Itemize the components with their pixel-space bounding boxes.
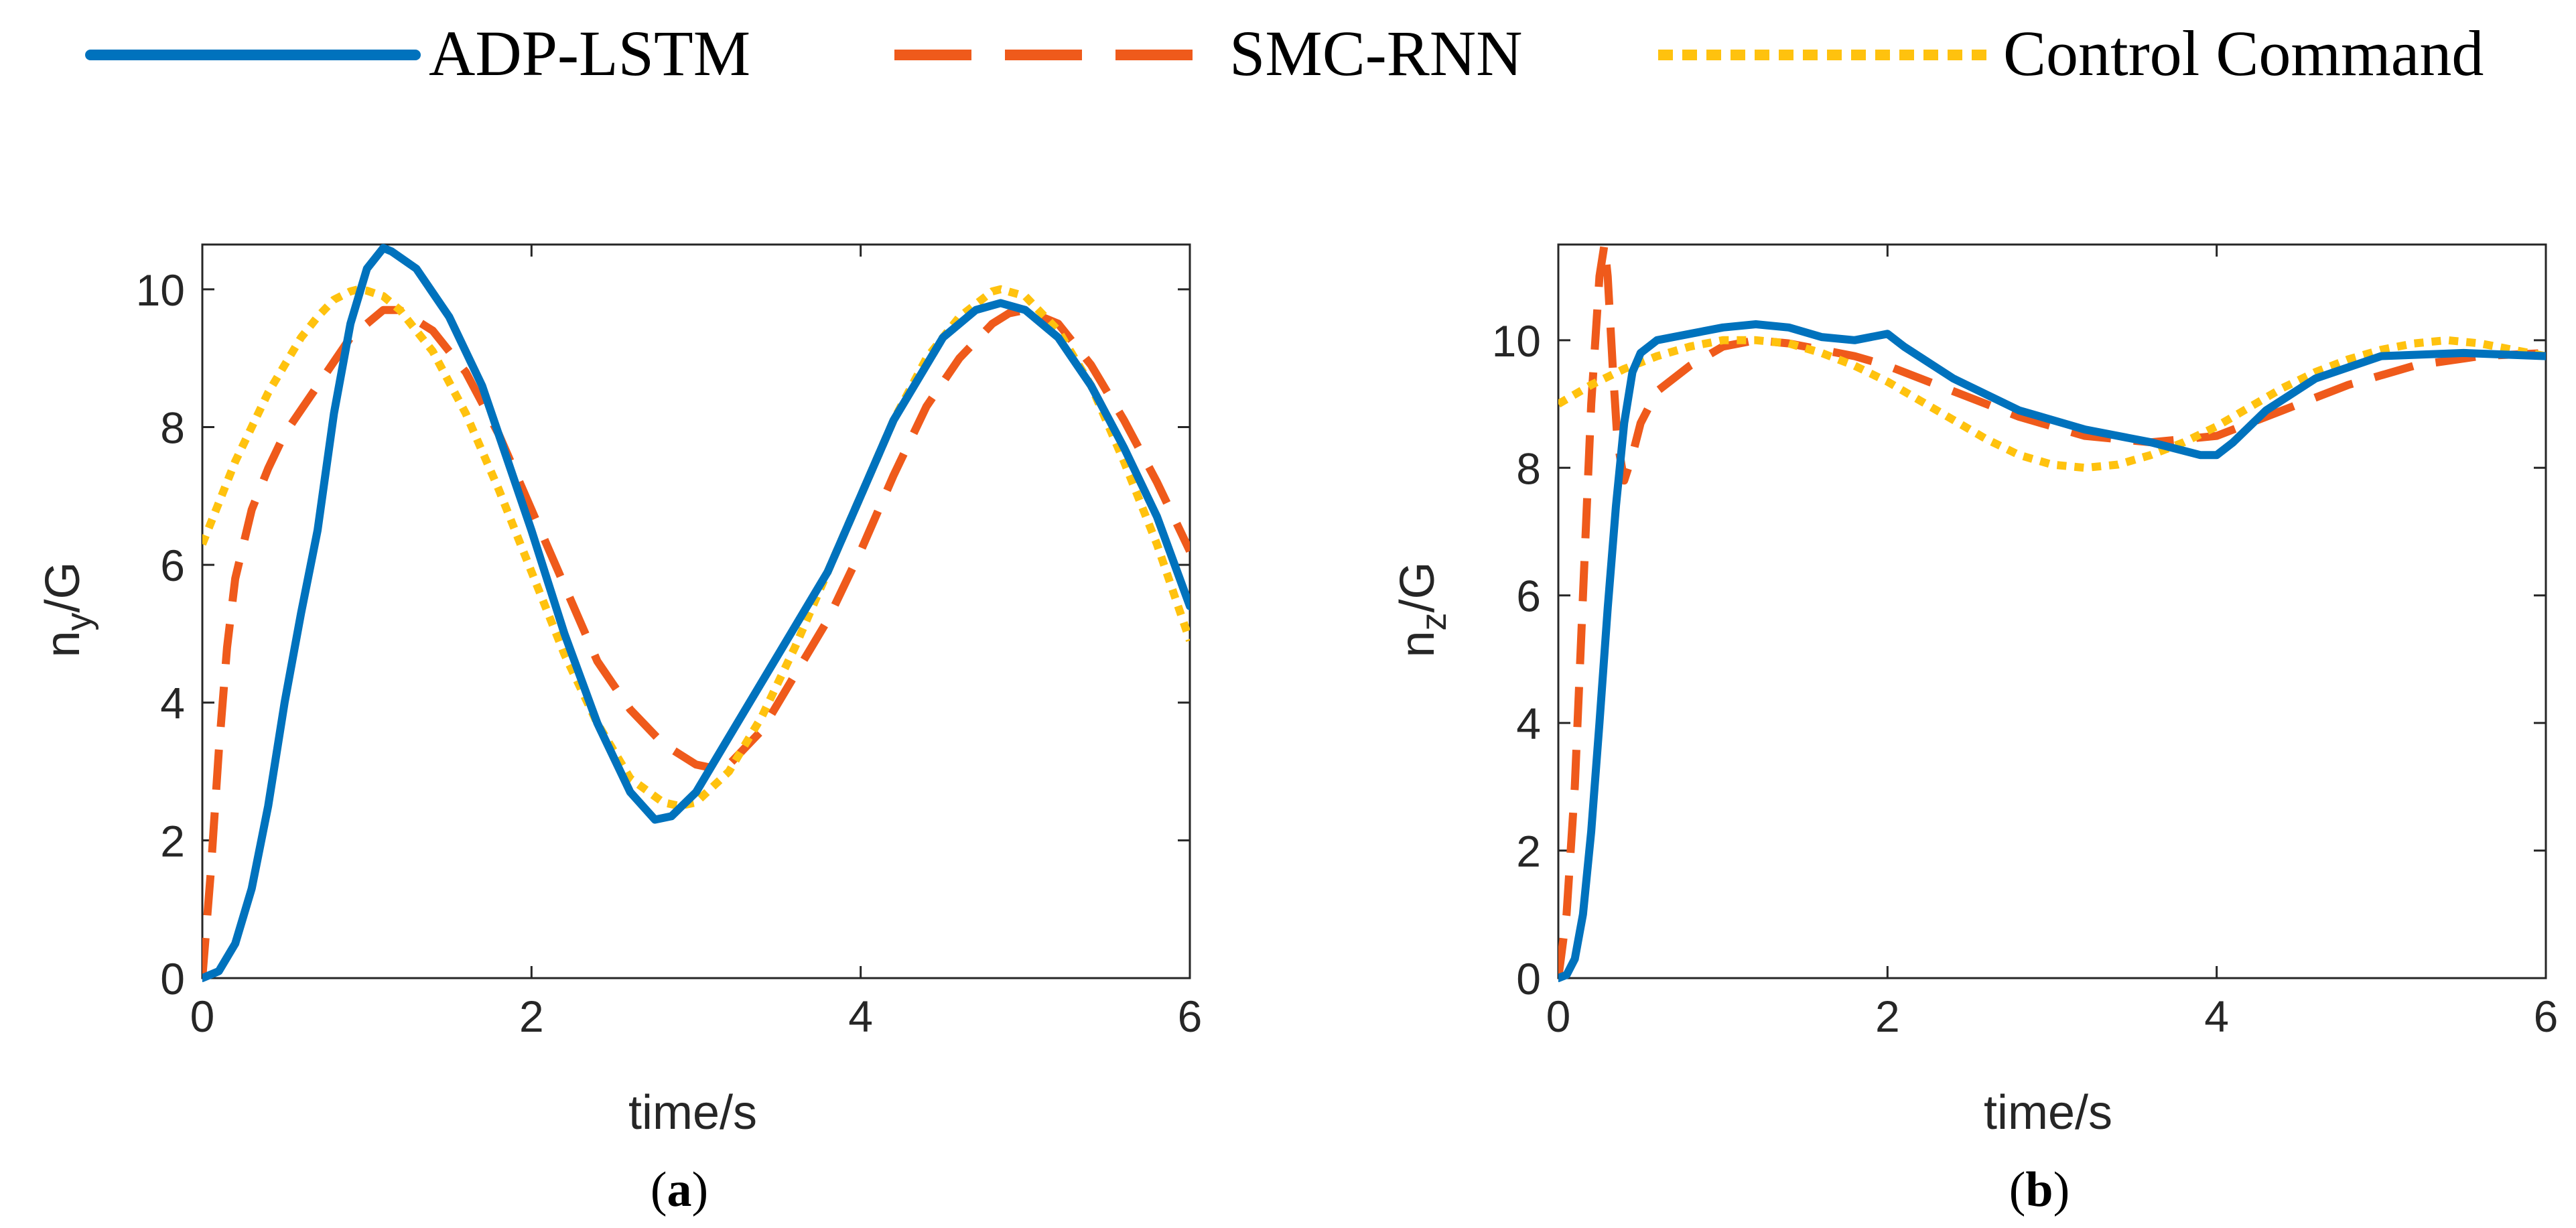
series-layer-a bbox=[202, 244, 1190, 982]
x-tick-label-b-6: 6 bbox=[2534, 992, 2559, 1041]
legend-label-smc-rnn: SMC-RNN bbox=[1229, 17, 1522, 89]
panel-label-b-open: ( bbox=[2009, 1162, 2026, 1217]
chart-panel-a: 0 2 4 6 0 2 4 6 8 10 time/s ny/G (a) bbox=[36, 243, 1203, 1217]
y-axis-label-a: ny/G bbox=[36, 561, 99, 657]
y-tick-label-b-0: 0 bbox=[1516, 954, 1541, 1004]
series-line-b-adp-lstm bbox=[1558, 320, 2546, 982]
panel-label-a-open: ( bbox=[651, 1162, 667, 1217]
x-tick-label-a-4: 4 bbox=[848, 992, 873, 1041]
plot-frame-b bbox=[1557, 243, 2547, 979]
y-axis-label-a-rest: /G bbox=[36, 561, 90, 612]
series-line-b-control-command bbox=[1558, 336, 2546, 472]
series-line-a-smc-rnn bbox=[202, 305, 1190, 979]
y-axis-label-a-base: n bbox=[36, 630, 90, 657]
axes-a: 0 2 4 6 0 2 4 6 8 10 bbox=[136, 243, 1203, 1041]
x-tick-label-b-2: 2 bbox=[1875, 992, 1900, 1041]
panel-label-a-close: ) bbox=[692, 1162, 709, 1217]
chart-panel-b: 0 2 4 6 0 2 4 6 8 10 time/s nz/G (b) bbox=[1391, 241, 2559, 1217]
plot-frame-a bbox=[201, 243, 1191, 979]
x-axis-label-a: time/s bbox=[628, 1086, 757, 1140]
legend: ADP-LSTM SMC-RNN Control Command bbox=[85, 17, 2484, 89]
y-tick-label-b-8: 8 bbox=[1516, 444, 1541, 493]
y-tick-label-a-8: 8 bbox=[160, 403, 185, 452]
series-line-a-control-command bbox=[202, 285, 1190, 810]
panel-label-a: (a) bbox=[651, 1162, 708, 1217]
y-tick-label-a-2: 2 bbox=[160, 816, 185, 866]
legend-label-control-command: Control Command bbox=[2003, 17, 2484, 89]
x-tick-label-a-0: 0 bbox=[190, 992, 215, 1041]
panel-label-a-letter: a bbox=[667, 1162, 692, 1217]
x-axis-label-b: time/s bbox=[1984, 1086, 2112, 1140]
y-axis-label-b-sub: z bbox=[1414, 612, 1454, 630]
y-axis-label-b-rest: /G bbox=[1391, 561, 1444, 612]
y-tick-label-b-10: 10 bbox=[1492, 316, 1541, 366]
y-tick-label-a-6: 6 bbox=[160, 541, 185, 590]
x-tick-label-a-2: 2 bbox=[519, 992, 544, 1041]
y-tick-label-a-4: 4 bbox=[160, 679, 185, 728]
y-tick-label-b-4: 4 bbox=[1516, 699, 1541, 748]
legend-item-control-command: Control Command bbox=[1658, 17, 2484, 89]
panel-label-b: (b) bbox=[2009, 1162, 2070, 1217]
series-line-b-smc-rnn bbox=[1558, 241, 2546, 979]
y-tick-label-a-10: 10 bbox=[136, 265, 185, 315]
axes-b: 0 2 4 6 0 2 4 6 8 10 bbox=[1492, 243, 2559, 1041]
series-line-a-adp-lstm bbox=[202, 244, 1190, 982]
series-layer-b bbox=[1558, 241, 2546, 982]
y-tick-label-b-6: 6 bbox=[1516, 571, 1541, 621]
y-tick-label-a-0: 0 bbox=[160, 954, 185, 1004]
legend-item-smc-rnn: SMC-RNN bbox=[894, 17, 1522, 89]
y-axis-label-a-sub: y bbox=[59, 612, 99, 630]
x-tick-label-b-4: 4 bbox=[2204, 992, 2229, 1041]
panel-label-b-letter: b bbox=[2025, 1162, 2053, 1217]
legend-item-adp-lstm: ADP-LSTM bbox=[85, 17, 750, 89]
y-axis-label-b: nz/G bbox=[1391, 561, 1454, 657]
legend-label-adp-lstm: ADP-LSTM bbox=[429, 17, 750, 89]
x-tick-label-b-0: 0 bbox=[1546, 992, 1571, 1041]
panel-label-b-close: ) bbox=[2053, 1162, 2070, 1217]
y-axis-label-b-base: n bbox=[1391, 630, 1444, 657]
y-tick-label-b-2: 2 bbox=[1516, 827, 1541, 876]
x-tick-label-a-6: 6 bbox=[1178, 992, 1203, 1041]
